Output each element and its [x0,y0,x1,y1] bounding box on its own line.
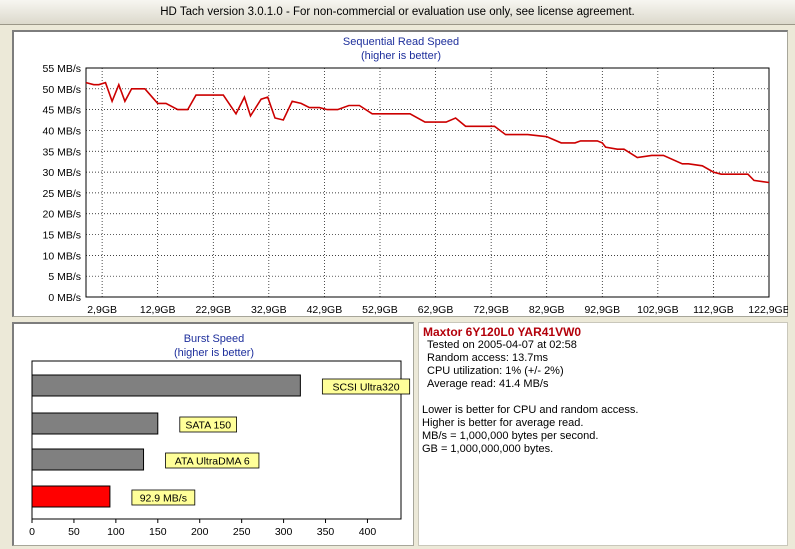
x-tick-label: 0 [29,526,35,538]
note-cpu-random: Lower is better for CPU and random acces… [422,404,639,416]
x-tick-label: 12,9GB [140,304,176,316]
x-tick-label: 2,9GB [87,304,117,316]
chart-title: Burst Speed [184,333,245,345]
x-tick-label: 122,9GB [748,304,788,316]
chart-subtitle: (higher is better) [361,50,441,62]
x-tick-label: 62,9GB [418,304,454,316]
y-tick-label: 5 MB/s [48,271,81,283]
bar-label-box [321,378,411,395]
reference-bar [31,412,159,435]
x-tick-label: 102,9GB [637,304,678,316]
y-tick-label: 15 MB/s [42,230,81,242]
x-tick-label: 82,9GB [529,304,565,316]
sequential-read-chart: Sequential Read Speed (higher is better) 0… [42,36,789,316]
x-tick-label: 300 [275,526,293,538]
bar-label: ATA UltraDMA 6 [175,456,250,468]
y-tick-label: 30 MB/s [42,167,81,179]
y-tick-label: 40 MB/s [42,125,81,137]
bar-label: SATA 150 [185,420,231,432]
tested-on: Tested on 2005-04-07 at 02:58 [427,339,577,351]
bar-label: SCSI Ultra320 [332,382,399,394]
chart-subtitle: (higher is better) [174,347,254,359]
x-tick-label: 112,9GB [693,304,734,316]
x-tick-label: 72,9GB [473,304,509,316]
x-tick-label: 250 [233,526,251,538]
x-tick-label: 22,9GB [195,304,231,316]
bar-label-box [131,489,196,506]
x-tick-label: 52,9GB [362,304,398,316]
reference-bar [31,374,301,397]
y-tick-label: 55 MB/s [42,63,81,75]
y-tick-label: 0 MB/s [48,292,81,304]
x-tick-label: 350 [317,526,335,538]
y-tick-label: 45 MB/s [42,105,81,117]
cpu-utilization: CPU utilization: 1% (+/- 2%) [427,365,564,377]
average-read: Average read: 41.4 MB/s [427,378,549,390]
x-tick-label: 50 [68,526,80,538]
bar-label-box [165,452,260,469]
burst-speed-panel: Burst Speed (higher is better) SCSI Ultra3… [12,322,414,546]
random-access: Random access: 13.7ms [427,352,549,364]
note-gb-definition: GB = 1,000,000,000 bytes. [422,443,554,455]
x-tick-label: 32,9GB [251,304,287,316]
y-tick-label: 50 MB/s [42,84,81,96]
sequential-read-panel: Sequential Read Speed (higher is better) 0… [12,30,790,317]
x-tick-label: 400 [359,526,377,538]
drive-info-panel: Maxtor 6Y120L0 YAR41VW0 Tested on 2005-0… [418,322,788,546]
burst-speed-chart: Burst Speed (higher is better) SCSI Ultra3… [29,333,411,538]
x-tick-label: 42,9GB [307,304,343,316]
reference-bar [31,448,145,471]
bar-label-box [179,416,237,433]
note-average-read: Higher is better for average read. [422,417,584,429]
x-tick-label: 100 [107,526,125,538]
plot-area [85,67,770,298]
chart-title: Sequential Read Speed [343,36,459,48]
x-tick-label: 150 [149,526,167,538]
bar-label: 92.9 MB/s [140,493,187,505]
window-title: HD Tach version 3.0.1.0 - For non-commer… [0,0,795,25]
y-tick-label: 10 MB/s [42,250,81,262]
drive-name: Maxtor 6Y120L0 YAR41VW0 [423,325,582,339]
y-tick-label: 25 MB/s [42,188,81,200]
read-speed-line [85,81,770,184]
x-tick-label: 92,9GB [584,304,620,316]
current-drive-bar [31,485,111,508]
x-tick-label: 200 [191,526,209,538]
y-tick-label: 20 MB/s [42,209,81,221]
y-tick-label: 35 MB/s [42,146,81,158]
note-mbs-definition: MB/s = 1,000,000 bytes per second. [422,430,599,442]
